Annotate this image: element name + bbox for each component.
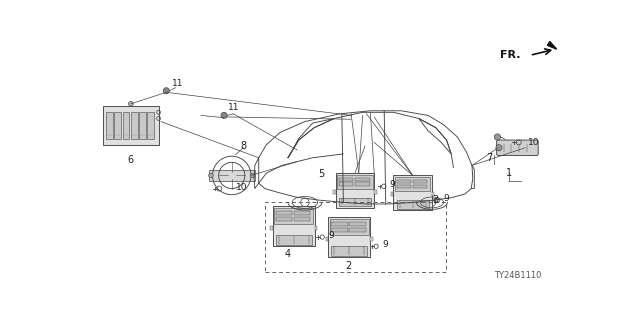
Bar xyxy=(274,208,314,224)
Bar xyxy=(391,192,394,196)
Text: 8: 8 xyxy=(240,141,246,151)
Bar xyxy=(339,182,353,186)
Bar xyxy=(395,177,431,191)
Bar xyxy=(294,211,310,215)
Text: 11: 11 xyxy=(172,78,184,88)
Bar xyxy=(336,173,374,208)
Text: 2: 2 xyxy=(345,260,351,270)
Bar xyxy=(270,227,273,230)
Bar xyxy=(115,112,121,139)
Bar xyxy=(339,178,353,181)
Text: 9: 9 xyxy=(390,180,396,189)
Text: 7: 7 xyxy=(486,153,493,163)
Circle shape xyxy=(221,112,227,118)
Bar xyxy=(397,200,429,209)
Bar xyxy=(337,175,372,189)
Text: 1: 1 xyxy=(506,168,512,178)
Bar xyxy=(103,106,159,145)
Bar xyxy=(328,217,371,257)
Bar xyxy=(315,227,317,230)
Bar xyxy=(294,217,310,221)
Bar xyxy=(413,180,428,183)
Bar xyxy=(374,190,376,194)
Text: 9: 9 xyxy=(444,194,449,203)
Text: 9: 9 xyxy=(382,240,388,249)
Bar xyxy=(273,206,315,246)
Bar xyxy=(139,112,146,139)
Text: 3: 3 xyxy=(433,195,439,205)
Bar xyxy=(397,185,411,188)
Text: 11: 11 xyxy=(228,103,240,112)
Circle shape xyxy=(250,173,255,178)
Bar xyxy=(276,217,292,221)
Bar xyxy=(355,182,369,186)
Bar xyxy=(331,228,348,232)
Bar xyxy=(106,112,113,139)
Bar xyxy=(397,180,411,183)
Bar xyxy=(394,175,432,210)
Circle shape xyxy=(209,173,213,178)
Text: 4: 4 xyxy=(285,249,291,259)
Circle shape xyxy=(494,134,500,140)
Bar xyxy=(330,219,369,235)
Polygon shape xyxy=(547,42,557,49)
Bar xyxy=(331,245,367,256)
Bar xyxy=(276,235,312,245)
Bar xyxy=(349,222,365,226)
Text: 5: 5 xyxy=(318,169,324,179)
Bar xyxy=(432,192,435,196)
Bar xyxy=(131,112,138,139)
Text: 9: 9 xyxy=(328,231,333,240)
Bar xyxy=(276,211,292,215)
Text: TY24B1110: TY24B1110 xyxy=(494,271,541,280)
Bar xyxy=(331,222,348,226)
Text: FR.: FR. xyxy=(500,50,520,60)
Bar xyxy=(339,197,371,206)
Bar xyxy=(371,237,372,241)
Bar xyxy=(413,185,428,188)
Bar xyxy=(147,112,154,139)
Text: 6: 6 xyxy=(127,155,133,165)
Bar xyxy=(355,178,369,181)
Circle shape xyxy=(163,88,170,94)
Circle shape xyxy=(129,101,133,106)
Text: 10: 10 xyxy=(528,138,540,147)
Bar xyxy=(349,228,365,232)
Text: 10: 10 xyxy=(236,183,247,192)
Bar xyxy=(209,170,255,181)
Bar xyxy=(333,190,336,194)
FancyBboxPatch shape xyxy=(497,140,538,156)
Bar xyxy=(265,203,446,272)
Circle shape xyxy=(496,145,502,151)
Bar xyxy=(326,237,328,241)
Bar xyxy=(123,112,129,139)
